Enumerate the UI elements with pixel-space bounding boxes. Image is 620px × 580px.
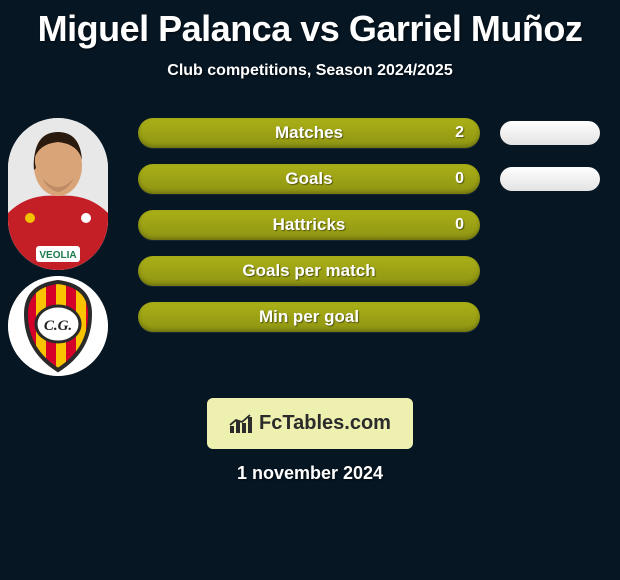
stat-label: Matches bbox=[138, 118, 480, 148]
stat-row-goals-per-match: Goals per match bbox=[138, 256, 480, 286]
player1-name: Miguel Palanca bbox=[38, 8, 291, 49]
stat-value-p1: 2 bbox=[455, 118, 464, 148]
player2-name: Garriel Muñoz bbox=[349, 8, 583, 49]
comparison-panel: VEOLIA bbox=[0, 118, 620, 418]
page-title: Miguel Palanca vs Garriel Muñoz bbox=[0, 0, 620, 50]
stat-label: Goals per match bbox=[138, 256, 480, 286]
stat-chip-p2 bbox=[500, 121, 600, 145]
vs-separator: vs bbox=[300, 8, 339, 49]
brand-badge: FcTables.com bbox=[207, 398, 413, 449]
stat-label: Hattricks bbox=[138, 210, 480, 240]
club-crest-icon: C.G. bbox=[8, 276, 108, 376]
player1-avatar: VEOLIA bbox=[8, 118, 108, 270]
avatars-column: VEOLIA bbox=[8, 118, 128, 382]
svg-text:C.G.: C.G. bbox=[44, 318, 72, 334]
footer: FcTables.com 1 november 2024 bbox=[0, 398, 620, 484]
stat-value-p1: 0 bbox=[455, 164, 464, 194]
stat-row-hattricks: Hattricks 0 bbox=[138, 210, 480, 240]
stat-chip-p2 bbox=[500, 167, 600, 191]
footer-date: 1 november 2024 bbox=[237, 463, 383, 484]
stat-row-matches: Matches 2 bbox=[138, 118, 480, 148]
stat-label: Goals bbox=[138, 164, 480, 194]
stat-label: Min per goal bbox=[138, 302, 480, 332]
stat-row-min-per-goal: Min per goal bbox=[138, 302, 480, 332]
brand-text: FcTables.com bbox=[259, 412, 391, 435]
bar-chart-icon bbox=[229, 414, 253, 434]
player2-chips bbox=[500, 118, 600, 351]
svg-text:VEOLIA: VEOLIA bbox=[39, 250, 76, 261]
stat-row-goals: Goals 0 bbox=[138, 164, 480, 194]
stat-value-p1: 0 bbox=[455, 210, 464, 240]
club-crest: C.G. bbox=[8, 276, 108, 376]
player-photo-icon: VEOLIA bbox=[8, 118, 108, 270]
stat-bars: Matches 2 Goals 0 Hattricks 0 Goals per … bbox=[138, 118, 480, 348]
subtitle: Club competitions, Season 2024/2025 bbox=[0, 62, 620, 80]
